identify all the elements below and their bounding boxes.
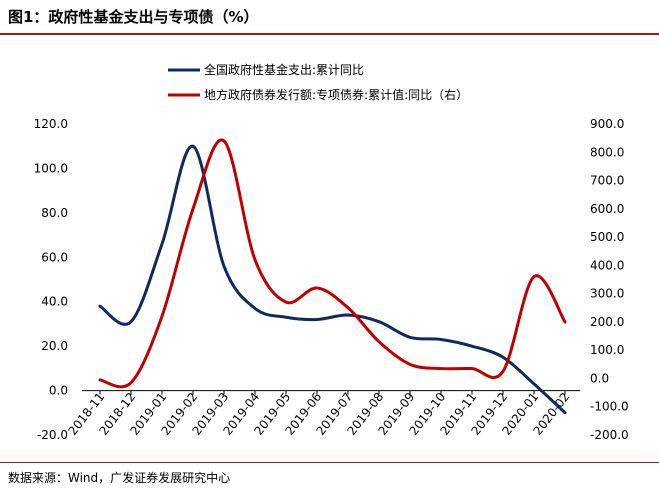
- footer-divider: [0, 462, 659, 463]
- right-axis-tick-label: 200.0: [590, 315, 624, 329]
- right-axis-tick-label: 300.0: [590, 287, 624, 301]
- left-axis-tick-label: 0.0: [49, 384, 68, 398]
- left-axis-tick-label: 100.0: [34, 161, 68, 175]
- right-axis-tick-label: -100.0: [590, 400, 629, 414]
- chart-title: 图1：政府性基金支出与专项债（%）: [8, 8, 259, 26]
- series-line-special-bonds: [98, 138, 567, 389]
- series-line-fund-expenditure: [98, 144, 567, 415]
- right-axis-tick-label: 900.0: [590, 117, 624, 131]
- left-axis-tick-label: 120.0: [34, 117, 68, 131]
- right-axis-tick-label: 800.0: [590, 145, 624, 159]
- left-axis-tick-label: 80.0: [41, 206, 68, 220]
- right-axis-tick-label: 500.0: [590, 230, 624, 244]
- left-axis-tick-label: 40.0: [41, 295, 68, 309]
- right-axis-tick-label: -200.0: [590, 428, 629, 442]
- left-axis-tick-label: -20.0: [37, 428, 68, 442]
- title-bar: 图1：政府性基金支出与专项债（%）: [0, 0, 659, 35]
- title-divider: [0, 33, 659, 35]
- legend-label-fund-expenditure: 全国政府性基金支出:累计同比: [204, 62, 364, 77]
- right-axis-tick-label: 400.0: [590, 258, 624, 272]
- right-axis-tick-label: 0.0: [590, 371, 609, 385]
- right-axis-tick-label: 700.0: [590, 174, 624, 188]
- left-axis-tick-label: 20.0: [41, 339, 68, 353]
- legend-label-special-bonds: 地方政府债券发行额:专项债券:累计值:同比（右）: [204, 87, 468, 102]
- right-axis-tick-label: 600.0: [590, 202, 624, 216]
- source-note: 数据来源：Wind，广发证券发展研究中心: [8, 471, 231, 485]
- right-axis-tick-label: 100.0: [590, 343, 624, 357]
- left-axis-tick-label: 60.0: [41, 250, 68, 264]
